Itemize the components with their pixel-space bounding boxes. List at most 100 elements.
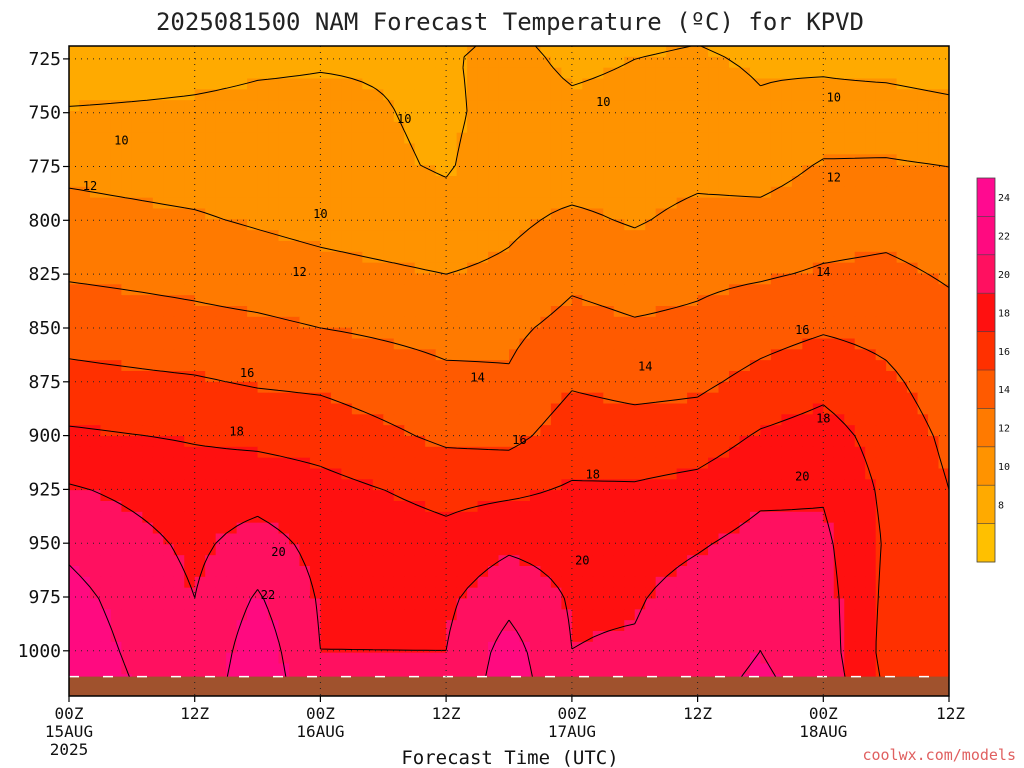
- field-cell: [498, 371, 510, 383]
- field-cell: [425, 381, 437, 394]
- field-cell: [770, 176, 782, 188]
- field-cell: [236, 327, 248, 340]
- field-cell: [917, 652, 929, 665]
- field-cell: [488, 78, 500, 90]
- field-cell: [687, 533, 699, 545]
- field-cell: [163, 544, 175, 556]
- field-cell: [477, 631, 489, 643]
- field-cell: [247, 620, 259, 632]
- field-cell: [278, 186, 290, 199]
- field-cell: [79, 566, 91, 578]
- field-cell: [854, 652, 866, 665]
- field-cell: [760, 219, 772, 231]
- field-cell: [708, 631, 720, 643]
- field-cell: [571, 338, 583, 350]
- field-cell: [875, 511, 887, 524]
- field-cell: [477, 251, 489, 264]
- field-cell: [875, 446, 887, 459]
- field-cell: [802, 165, 814, 177]
- field-cell: [582, 533, 594, 545]
- field-cell: [236, 587, 248, 600]
- field-cell: [383, 457, 395, 470]
- field-cell: [592, 273, 604, 285]
- field-cell: [907, 262, 919, 275]
- field-cell: [131, 436, 143, 448]
- field-cell: [833, 67, 845, 80]
- field-cell: [550, 631, 562, 643]
- field-cell: [100, 197, 112, 210]
- field-cell: [865, 132, 877, 145]
- field-cell: [938, 306, 949, 318]
- field-cell: [456, 100, 468, 112]
- field-cell: [268, 306, 280, 318]
- field-cell: [655, 284, 667, 296]
- field-cell: [142, 457, 154, 470]
- field-cell: [770, 78, 782, 90]
- field-cell: [278, 338, 290, 350]
- field-cell: [100, 241, 112, 253]
- field-cell: [404, 100, 416, 112]
- field-cell: [938, 197, 949, 210]
- field-cell: [372, 154, 384, 166]
- field-cell: [791, 490, 803, 502]
- field-cell: [456, 295, 468, 307]
- field-cell: [257, 533, 269, 545]
- field-cell: [383, 598, 395, 610]
- field-cell: [666, 360, 678, 372]
- field-cell: [226, 208, 238, 220]
- field-cell: [865, 576, 877, 589]
- field-cell: [770, 566, 782, 578]
- field-cell: [718, 501, 730, 513]
- field-cell: [383, 479, 395, 491]
- field-cell: [886, 327, 898, 340]
- field-cell: [362, 121, 374, 134]
- field-cell: [865, 67, 877, 80]
- field-cell: [886, 230, 898, 242]
- field-cell: [812, 490, 824, 502]
- field-cell: [330, 186, 342, 199]
- field-cell: [69, 176, 81, 188]
- field-cell: [247, 501, 259, 513]
- field-cell: [624, 555, 636, 567]
- field-cell: [718, 327, 730, 340]
- field-cell: [205, 566, 217, 578]
- field-cell: [257, 197, 269, 210]
- field-cell: [372, 121, 384, 134]
- field-cell: [299, 67, 311, 80]
- field-cell: [184, 67, 196, 80]
- field-cell: [330, 641, 342, 654]
- field-cell: [529, 186, 542, 199]
- field-cell: [550, 414, 562, 426]
- field-cell: [477, 165, 489, 177]
- field-cell: [121, 262, 133, 275]
- field-cell: [603, 587, 615, 600]
- field-cell: [571, 598, 583, 610]
- field-cell: [100, 652, 112, 665]
- field-cell: [634, 46, 646, 58]
- field-cell: [844, 620, 856, 632]
- field-cell: [928, 576, 940, 589]
- field-cell: [414, 132, 426, 145]
- field-cell: [928, 230, 940, 242]
- field-cell: [152, 414, 164, 426]
- field-cell: [645, 598, 657, 610]
- field-cell: [268, 501, 280, 513]
- field-cell: [540, 479, 552, 491]
- field-cell: [823, 338, 835, 350]
- field-cell: [550, 262, 562, 275]
- field-cell: [540, 327, 552, 340]
- field-cell: [561, 468, 573, 480]
- field-cell: [100, 100, 112, 112]
- field-cell: [718, 468, 730, 480]
- field-cell: [477, 501, 489, 513]
- field-cell: [152, 46, 164, 58]
- field-cell: [383, 436, 395, 448]
- field-cell: [582, 89, 594, 101]
- field-cell: [467, 479, 479, 491]
- field-cell: [194, 251, 206, 264]
- field-cell: [603, 251, 615, 264]
- field-cell: [833, 251, 845, 264]
- field-cell: [362, 511, 374, 524]
- field-cell: [488, 111, 500, 123]
- field-cell: [907, 273, 919, 285]
